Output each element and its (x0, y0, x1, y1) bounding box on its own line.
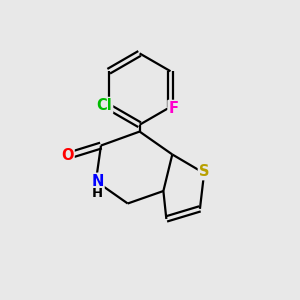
Text: F: F (169, 101, 178, 116)
Text: H: H (92, 187, 103, 200)
Text: Cl: Cl (96, 98, 112, 113)
Text: S: S (199, 164, 209, 179)
Text: N: N (91, 174, 104, 189)
Text: O: O (61, 148, 74, 164)
